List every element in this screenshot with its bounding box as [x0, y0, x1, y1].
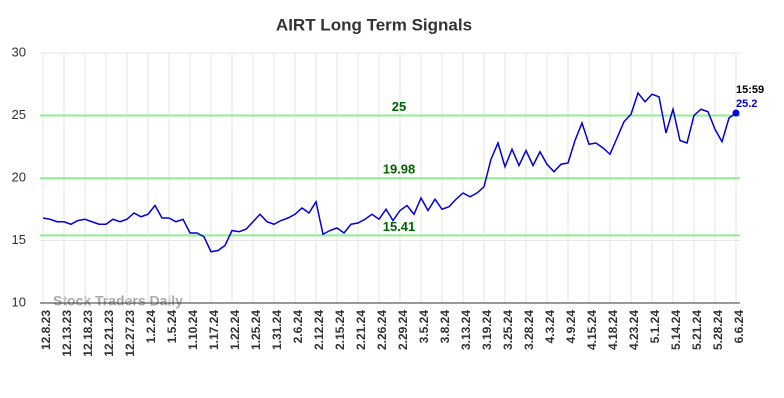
x-tick-label: 3.5.24: [417, 310, 431, 344]
x-tick-label: 2.12.24: [312, 310, 326, 350]
x-tick-label: 12.13.23: [60, 310, 74, 357]
x-tick-label: 5.28.24: [711, 310, 725, 350]
x-tick-label: 3.25.24: [501, 310, 515, 350]
x-tick-label: 1.10.24: [186, 310, 200, 350]
x-tick-label: 12.21.23: [102, 310, 116, 357]
y-tick-label: 25: [12, 107, 26, 122]
x-tick-label: 3.13.24: [459, 310, 473, 350]
x-tick-label: 2.15.24: [333, 310, 347, 350]
signal-label: 19.98: [383, 162, 416, 177]
x-tick-label: 5.1.24: [648, 310, 662, 344]
y-tick-label: 30: [12, 44, 26, 59]
x-tick-label: 12.27.23: [123, 310, 137, 357]
x-tick-label: 4.9.24: [564, 310, 578, 344]
x-tick-label: 6.6.24: [732, 310, 746, 344]
time-label: 15:59: [736, 84, 764, 96]
x-tick-label: 1.22.24: [228, 310, 242, 350]
x-tick-label: 2.26.24: [375, 310, 389, 350]
x-tick-label: 4.15.24: [585, 310, 599, 350]
last-point: [732, 109, 740, 117]
chart-title: AIRT Long Term Signals: [276, 15, 472, 34]
x-tick-label: 5.21.24: [690, 310, 704, 350]
signal-label: 25: [392, 99, 406, 114]
price-line: [42, 91, 737, 253]
signal-label: 15.41: [383, 219, 416, 234]
x-tick-label: 4.23.24: [627, 310, 641, 350]
watermark: Stock Traders Daily: [53, 293, 183, 309]
x-tick-label: 3.8.24: [438, 310, 452, 344]
x-tick-label: 1.17.24: [207, 310, 221, 350]
x-tick-label: 12.18.23: [81, 310, 95, 357]
x-tick-label: 2.21.24: [354, 310, 368, 350]
x-tick-label: 5.14.24: [669, 310, 683, 350]
y-tick-label: 10: [12, 294, 26, 309]
y-tick-label: 15: [12, 232, 26, 247]
x-tick-label: 4.3.24: [543, 310, 557, 344]
x-tick-label: 1.5.24: [165, 310, 179, 344]
x-tick-label: 3.28.24: [522, 310, 536, 350]
x-tick-label: 2.29.24: [396, 310, 410, 350]
x-tick-label: 4.18.24: [606, 310, 620, 350]
y-tick-label: 20: [12, 169, 26, 184]
last-value-label: 25.2: [736, 98, 757, 110]
x-tick-label: 1.25.24: [249, 310, 263, 350]
x-tick-label: 2.6.24: [291, 310, 305, 344]
x-tick-label: 12.8.23: [39, 310, 53, 350]
x-tick-label: 1.2.24: [144, 310, 158, 344]
x-tick-label: 1.31.24: [270, 310, 284, 350]
x-tick-label: 3.19.24: [480, 310, 494, 350]
